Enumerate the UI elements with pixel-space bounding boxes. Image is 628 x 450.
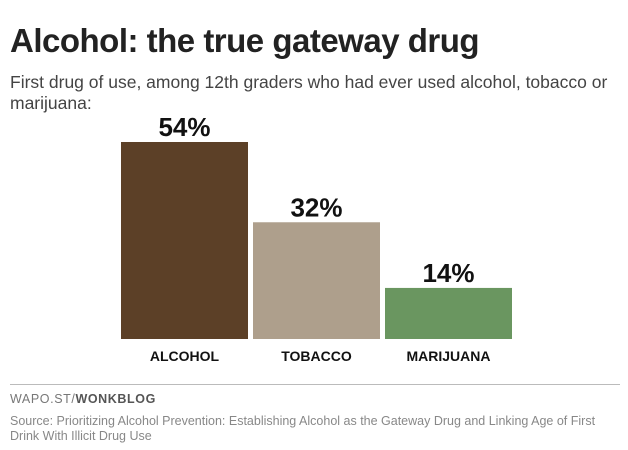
- bar-marijuana: [385, 287, 512, 339]
- category-label-alcohol: ALCOHOL: [150, 348, 220, 364]
- brand-name: WONKBLOG: [75, 392, 156, 406]
- bar-tobacco: [253, 222, 380, 339]
- bar-chart: 54% ALCOHOL 32% TOBACCO 14% MARIJUANA: [121, 112, 512, 364]
- brand-credit: WAPO.ST/WONKBLOG: [10, 392, 156, 406]
- footer-divider: [10, 384, 620, 385]
- chart-subtitle: First drug of use, among 12th graders wh…: [10, 72, 608, 113]
- brand-prefix: WAPO.ST/: [10, 392, 76, 406]
- category-label-marijuana: MARIJUANA: [407, 348, 491, 364]
- source-note: Source: Prioritizing Alcohol Prevention:…: [10, 414, 596, 443]
- value-label-marijuana: 14%: [422, 258, 474, 288]
- category-label-tobacco: TOBACCO: [281, 348, 352, 364]
- value-label-tobacco: 32%: [290, 192, 342, 222]
- bar-alcohol: [121, 142, 248, 339]
- value-label-alcohol: 54%: [158, 112, 210, 142]
- chart-title: Alcohol: the true gateway drug: [10, 22, 480, 59]
